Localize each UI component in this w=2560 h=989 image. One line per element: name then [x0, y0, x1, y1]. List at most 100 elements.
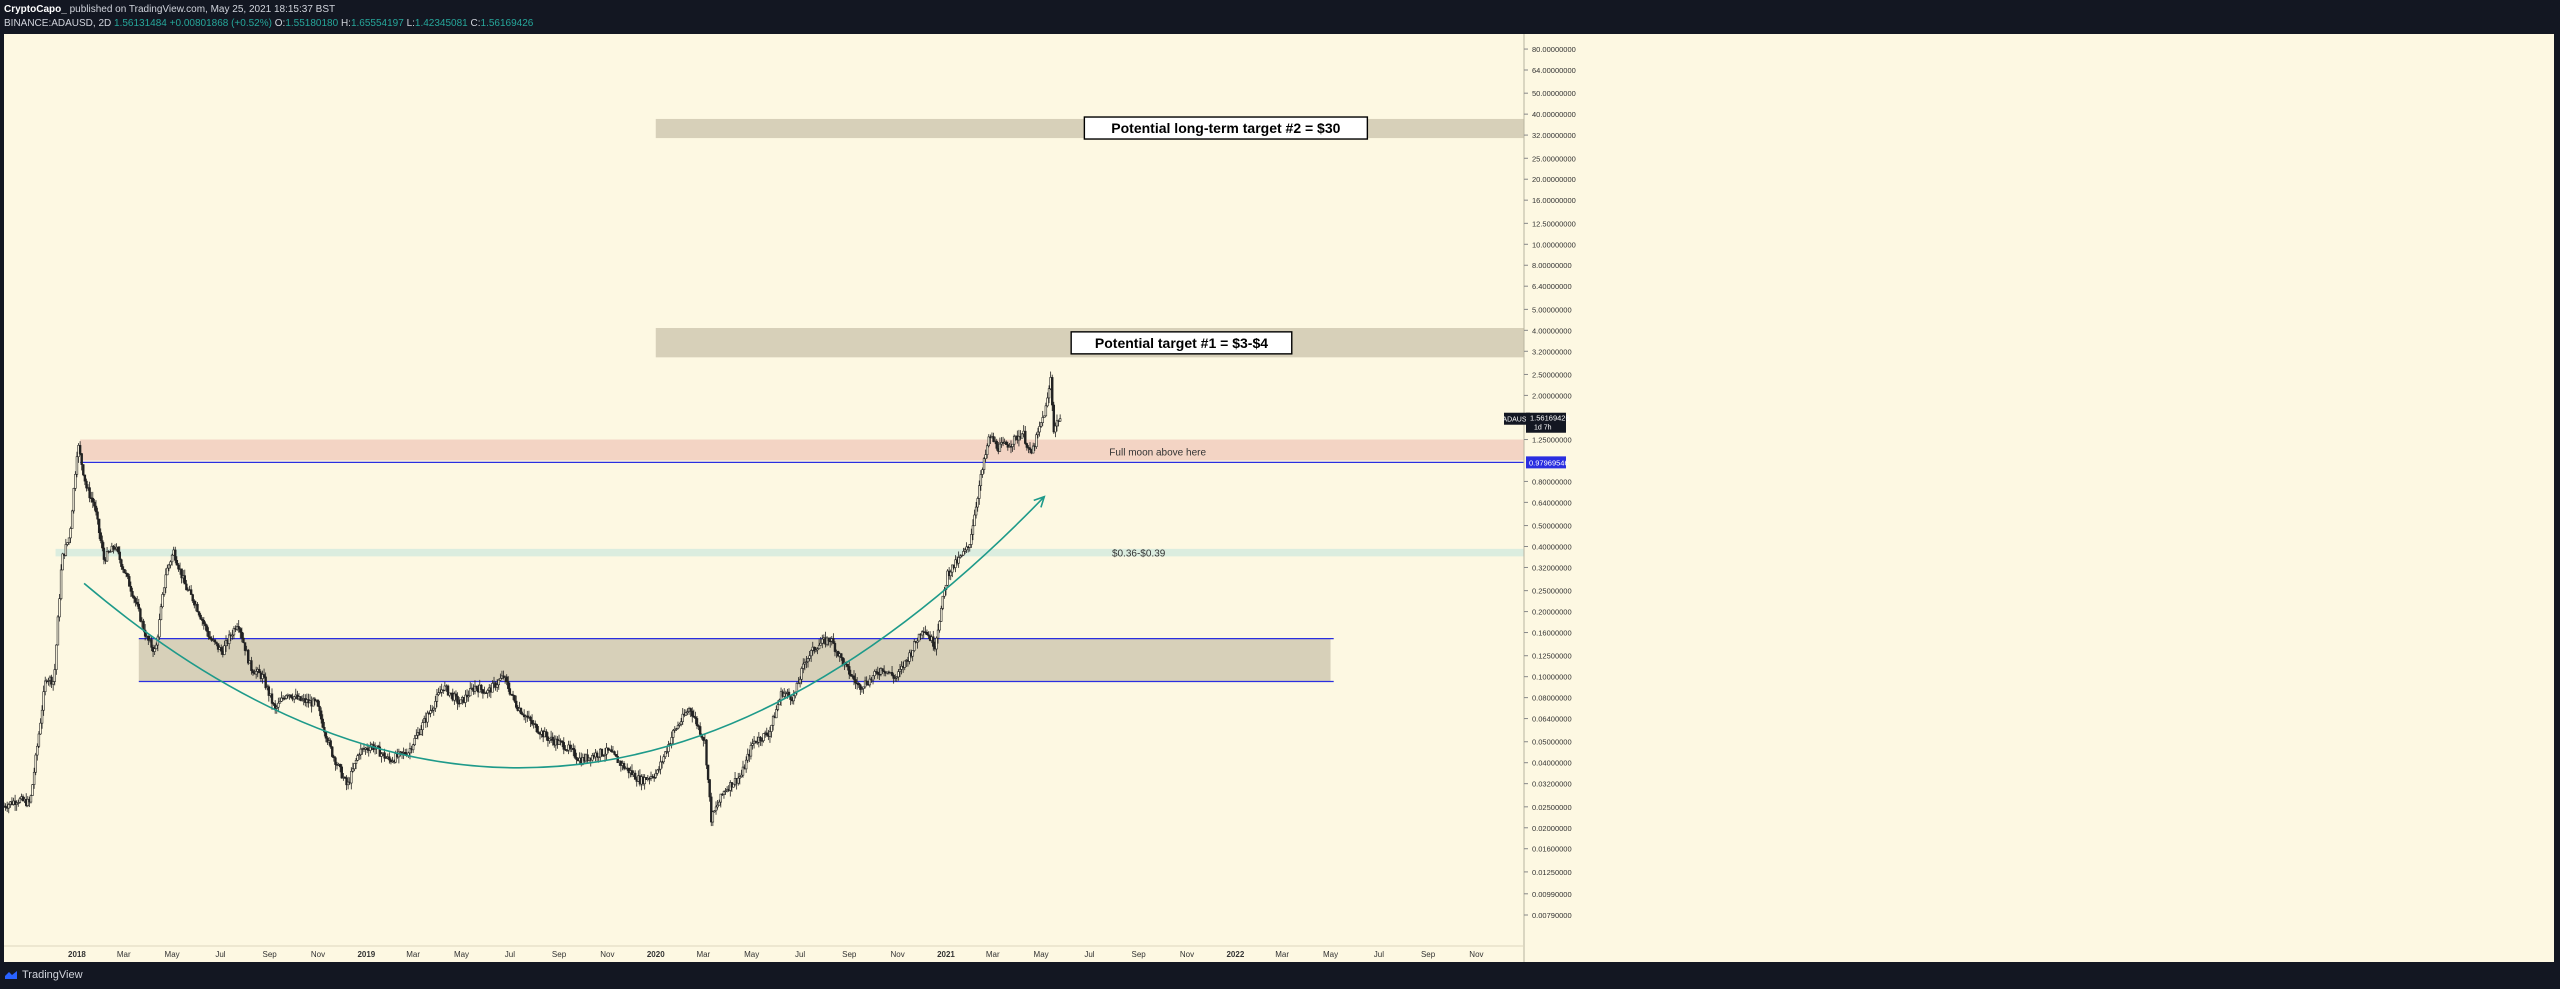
candle-body	[732, 783, 735, 788]
candle-body	[162, 587, 166, 595]
candle-body	[247, 649, 250, 664]
candle-body	[473, 685, 477, 692]
price-tick-label: 0.00790000	[1532, 911, 1572, 920]
time-tick-label: May	[744, 950, 759, 959]
candle-body	[197, 611, 201, 616]
candle-body	[1036, 431, 1040, 436]
candle-body	[464, 694, 467, 703]
candle-body	[678, 723, 681, 726]
annotations-layer	[55, 118, 1525, 683]
candle-body	[29, 795, 33, 803]
candle-body	[180, 568, 183, 579]
candle-body	[911, 650, 914, 657]
price-axis-bg	[1524, 34, 2554, 962]
candle-body	[446, 685, 450, 696]
candle-body	[710, 796, 713, 823]
time-tick-label: Mar	[1275, 950, 1289, 959]
candle-body	[797, 682, 800, 685]
candle-body	[82, 464, 85, 476]
candle-body	[99, 532, 102, 541]
open-label: O:	[274, 18, 286, 29]
candle-body	[740, 774, 743, 777]
candle-body	[340, 766, 343, 779]
candle-body	[879, 668, 883, 675]
candle-body	[564, 749, 567, 751]
price-tick-label: 0.02000000	[1532, 824, 1572, 833]
candle-body	[808, 655, 811, 659]
candle-body	[979, 474, 983, 486]
candle-body	[962, 551, 965, 556]
candle-body	[124, 572, 128, 574]
candle-body	[331, 746, 334, 757]
candle-body	[1043, 415, 1046, 418]
candle-body	[1020, 433, 1024, 439]
candle-body	[432, 707, 435, 711]
open-value: 1.55180180	[285, 18, 339, 29]
author-name[interactable]: CryptoCapo_	[4, 4, 67, 15]
zone-label-text: $0.36-$0.39	[1112, 549, 1166, 560]
candle-body	[651, 776, 654, 778]
candle-body	[47, 680, 50, 682]
candle-body	[280, 697, 283, 702]
candle-body	[329, 740, 332, 748]
candle-body	[795, 682, 799, 693]
symbol-interval[interactable]: BINANCE:ADAUSD, 2D	[4, 18, 112, 29]
candle-body	[591, 755, 594, 761]
candle-body	[67, 537, 71, 543]
candle-body	[1054, 425, 1057, 433]
candle-body	[940, 608, 943, 622]
tradingview-brand[interactable]: TradingView	[4, 969, 83, 981]
close-value: 1.56169426	[480, 18, 534, 29]
candle-body	[116, 546, 120, 553]
candle-body	[1006, 444, 1010, 448]
candle-body	[813, 646, 816, 652]
price-tick-label: 0.50000000	[1532, 522, 1572, 531]
candle-body	[749, 745, 753, 757]
candle-body	[143, 629, 147, 637]
candle-body	[976, 498, 979, 508]
candle-body	[486, 690, 489, 694]
price-chart[interactable]: Potential long-term target #2 = $30 Poten…	[2, 34, 2554, 962]
chart-pane[interactable]: Potential long-term target #2 = $30 Poten…	[2, 34, 2554, 962]
candle-body	[995, 440, 998, 449]
candle-body	[153, 648, 156, 652]
candle-body	[88, 487, 91, 499]
time-tick-label: Sep	[552, 950, 567, 959]
candle-body	[346, 781, 350, 786]
candle-body	[713, 810, 716, 813]
candle-body	[158, 619, 161, 638]
candle-body	[120, 559, 123, 567]
candle-body	[526, 715, 529, 718]
candle-body	[216, 643, 220, 650]
candle-body	[714, 806, 718, 812]
candle-body	[507, 681, 510, 689]
candle-body	[243, 642, 247, 651]
candle-body	[535, 724, 539, 733]
candle-body	[321, 718, 324, 728]
candle-body	[903, 660, 906, 668]
time-tick-label: Jul	[505, 950, 515, 959]
candle-body	[411, 744, 415, 751]
candle-body	[684, 712, 688, 716]
cup-curve-group	[83, 495, 1046, 769]
time-tick-label: Nov	[1180, 950, 1194, 959]
candle-body	[354, 759, 358, 764]
last-price: 1.56131484	[114, 18, 167, 29]
candle-body	[440, 689, 443, 693]
candle-body	[871, 675, 875, 681]
candle-body	[18, 798, 22, 803]
price-tick-label: 0.08000000	[1532, 694, 1572, 703]
current-price-text: 1.56169426	[1530, 414, 1570, 423]
candle-body	[112, 545, 115, 550]
price-tick-label: 10.00000000	[1532, 240, 1576, 249]
candle-body	[93, 501, 96, 507]
high-value: 1.65554197	[350, 18, 404, 29]
candle-body	[426, 712, 429, 723]
candle-body	[984, 454, 987, 459]
candle-body	[334, 757, 337, 765]
candle-body	[128, 576, 131, 587]
chart-header: CryptoCapo_ published on TradingView.com…	[0, 0, 2560, 34]
price-tick-label: 0.16000000	[1532, 629, 1572, 638]
candle-body	[101, 540, 104, 549]
candle-body	[175, 560, 179, 566]
